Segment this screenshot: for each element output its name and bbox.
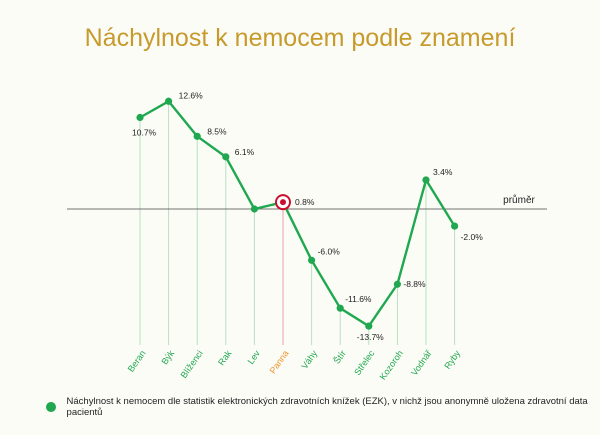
category-label-6: Váhy xyxy=(299,348,319,371)
category-label-8: Střelec xyxy=(352,348,377,377)
data-point-6 xyxy=(308,256,316,264)
value-label-11: -2.0% xyxy=(461,232,484,242)
value-label-2: 8.5% xyxy=(207,126,227,136)
data-point-9 xyxy=(393,280,401,288)
data-point-8 xyxy=(365,322,373,330)
category-label-9: Kozoroh xyxy=(378,348,405,381)
value-label-0: 10.7% xyxy=(132,128,157,138)
value-label-3: 6.1% xyxy=(235,147,255,157)
data-point-5 xyxy=(280,199,286,206)
legend-marker xyxy=(46,402,56,412)
value-labels: 10.7% 12.6% 8.5% 6.1% 0.8% -6.0% -11.6% -13.7% -… xyxy=(132,90,483,342)
reference-line-group: průměr xyxy=(67,194,547,210)
value-label-6: -6.0% xyxy=(318,246,341,256)
legend-label: Náchylnost k nemocem dle statistik elekt… xyxy=(66,396,588,418)
category-label-7: Štír xyxy=(332,348,348,365)
value-label-10: 3.4% xyxy=(433,167,453,177)
data-point-11 xyxy=(451,222,459,230)
category-label-11: Ryby xyxy=(442,348,462,371)
value-label-9: -8.8% xyxy=(403,279,426,289)
data-point-1 xyxy=(165,97,173,105)
category-label-10: Vodnář xyxy=(409,348,434,378)
value-label-8: -13.7% xyxy=(357,332,384,342)
series-line-group xyxy=(139,100,456,328)
data-point-2 xyxy=(193,132,201,140)
chart-title: Náchylnost k nemocem podle znamení xyxy=(84,24,516,52)
data-point-10 xyxy=(422,176,430,184)
legend: Náchylnost k nemocem dle statistik elekt… xyxy=(46,396,600,418)
value-label-5: 0.8% xyxy=(295,197,315,207)
data-point-4 xyxy=(250,205,258,213)
category-label-5: Panna xyxy=(268,348,291,375)
data-point-0 xyxy=(136,113,144,122)
category-label-2: Blíženci xyxy=(179,348,205,380)
reference-line-label: průměr xyxy=(503,194,535,206)
data-point-7 xyxy=(336,304,344,312)
category-label-0: Beran xyxy=(126,348,148,373)
data-points xyxy=(136,97,459,330)
category-label-1: Býk xyxy=(159,348,176,366)
value-label-7: -11.6% xyxy=(345,294,372,304)
category-label-3: Rak xyxy=(216,348,234,367)
data-point-3 xyxy=(222,153,230,161)
value-label-1: 12.6% xyxy=(179,90,204,100)
category-labels: Beran Býk Blíženci Rak Lev Panna Váhy Štír Střel… xyxy=(126,348,463,382)
category-label-4: Lev xyxy=(246,348,263,366)
series-line xyxy=(139,100,456,328)
drop-lines xyxy=(139,101,456,345)
